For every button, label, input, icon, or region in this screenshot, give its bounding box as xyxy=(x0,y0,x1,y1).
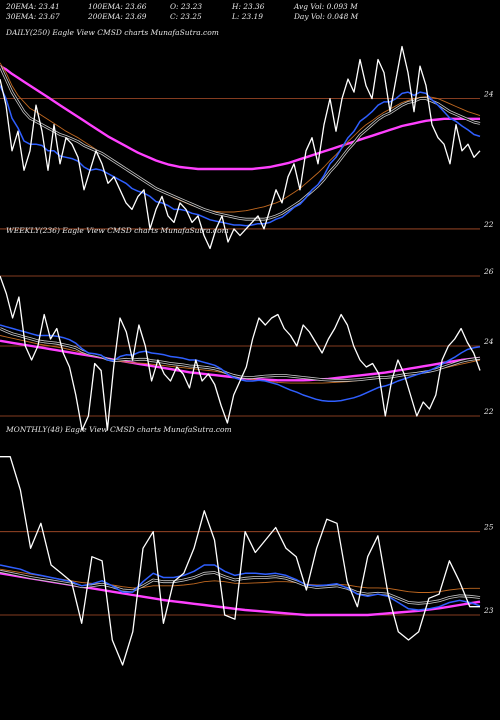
tick-label-p3-1: 23 xyxy=(483,606,494,615)
price-line-p1 xyxy=(0,45,481,250)
ema30-stat: 30EMA: 23.67 xyxy=(6,12,60,21)
ema20-stat: 20EMA: 23.41 xyxy=(6,2,60,11)
panel-label-3: MONTHLY(48) Eagle View CMSD charts Munaf… xyxy=(5,425,232,434)
ema_mid-line-p2-inner xyxy=(0,327,481,381)
ema_mid-line-p1-outer xyxy=(0,65,481,221)
price-line-p3 xyxy=(0,456,480,666)
ema_fast-line-p1 xyxy=(0,85,481,227)
ema_mid-line-p1-inner xyxy=(0,65,481,220)
ema_slow-line-p1 xyxy=(0,62,481,213)
avg-vol-stat: Avg Vol: 0.093 M xyxy=(294,2,358,11)
day-vol-stat: Day Vol: 0.048 M xyxy=(294,12,359,21)
tick-label-p1-0: 24 xyxy=(483,90,494,99)
panel-label-1: DAILY(250) Eagle View CMSD charts Munafa… xyxy=(5,28,219,37)
ema200-stat: 200EMA: 23.69 xyxy=(88,12,147,21)
tick-label-p3-0: 25 xyxy=(483,523,494,532)
open-stat: O: 23.23 xyxy=(170,2,203,11)
tick-label-p2-2: 22 xyxy=(483,407,494,416)
tick-label-p2-0: 26 xyxy=(483,267,494,276)
high-stat: H: 23.36 xyxy=(232,2,265,11)
price-line-p2 xyxy=(0,275,481,431)
ema_long-line-p1 xyxy=(0,65,480,171)
low-stat: L: 23.19 xyxy=(232,12,263,21)
ema_fast-line-p2 xyxy=(0,324,481,403)
close-stat: C: 23.25 xyxy=(170,12,202,21)
stats-header: 20EMA: 23.41 100EMA: 23.66 O: 23.23 H: 2… xyxy=(6,2,358,107)
tick-label-p1-1: 22 xyxy=(483,220,494,229)
ema100-stat: 100EMA: 23.66 xyxy=(88,2,147,11)
panel-label-2: WEEKLY(236) Eagle View CMSD charts Munaf… xyxy=(6,226,229,235)
ema_slow-line-p3 xyxy=(0,568,480,593)
tick-label-p2-1: 24 xyxy=(483,337,494,346)
ema_mid-line-p2-outer xyxy=(0,327,481,382)
